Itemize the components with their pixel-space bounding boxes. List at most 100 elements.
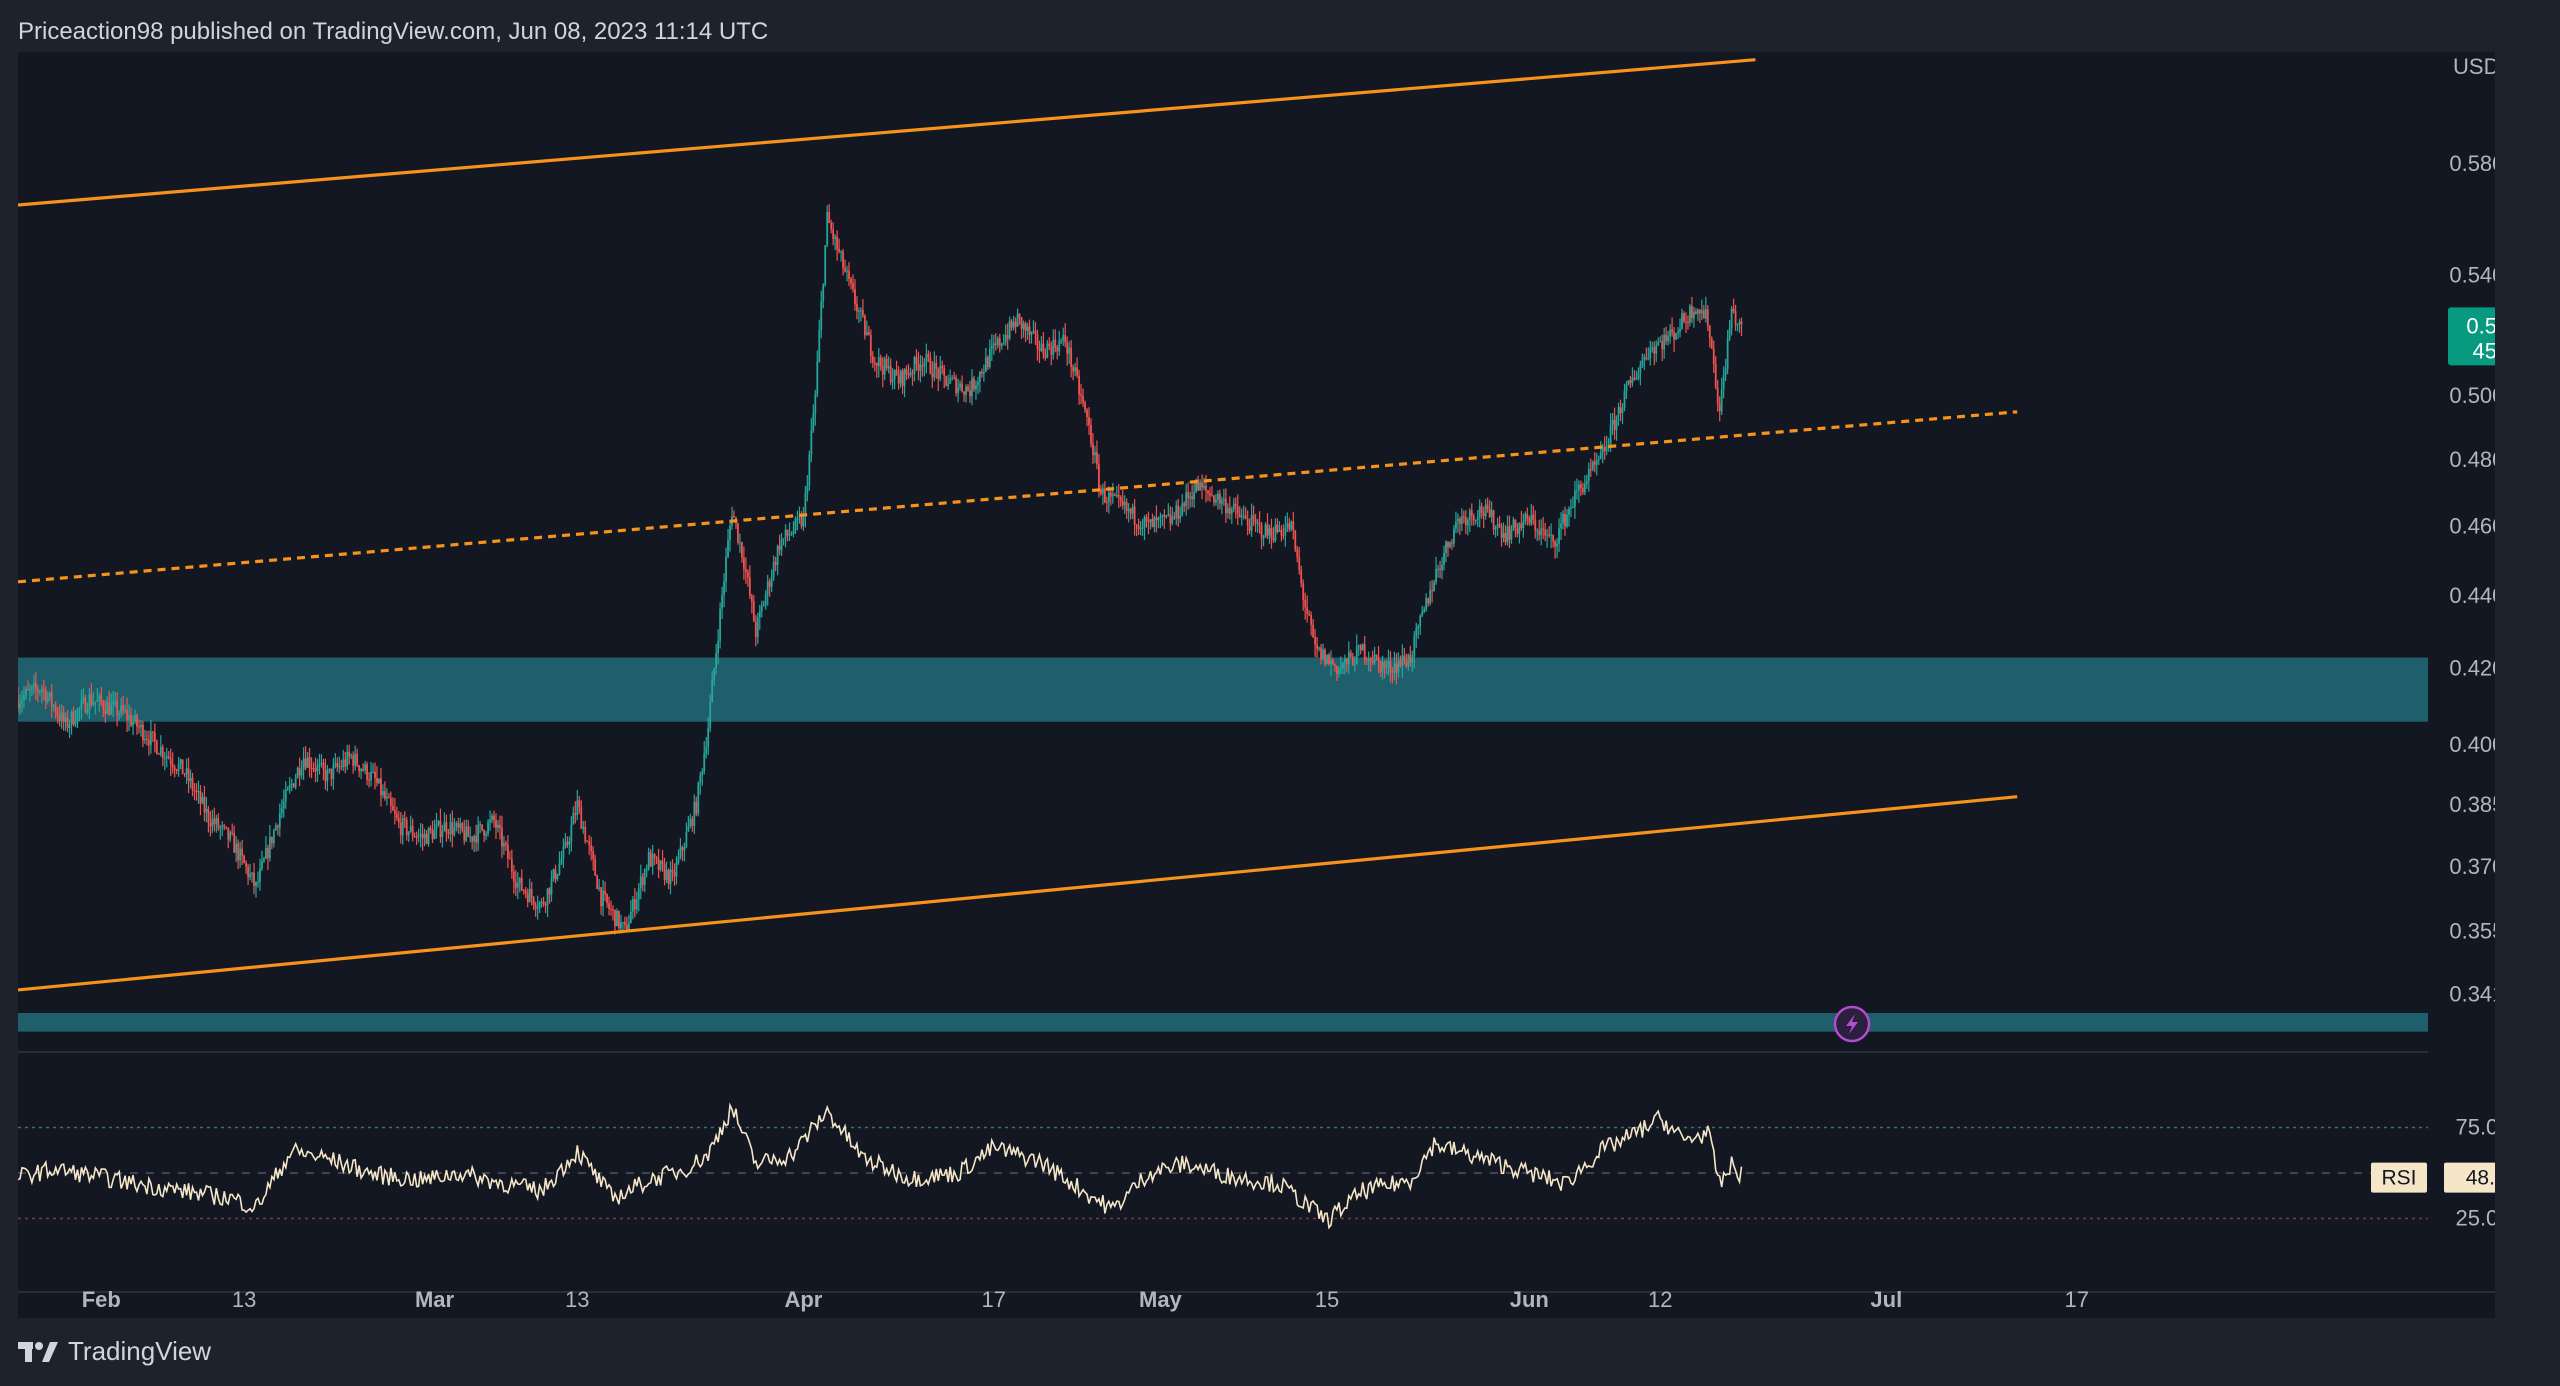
candle xyxy=(34,671,37,701)
channel-lower-line[interactable] xyxy=(18,795,2018,992)
candle xyxy=(18,687,19,712)
candle xyxy=(752,595,755,622)
candle xyxy=(1332,657,1334,666)
candle xyxy=(1538,519,1541,541)
candle xyxy=(1002,334,1005,346)
time-axis[interactable]: Feb 13 Mar 13 Apr 17 May 15 Jun 12 Jul 17 xyxy=(18,1287,2495,1312)
candle xyxy=(580,800,583,829)
candle xyxy=(1615,415,1618,441)
candle xyxy=(1082,388,1084,408)
price-axis[interactable]: USDT 0.5800 0.5400 0.5000 0.4800 0.4600 0.4400… xyxy=(2449,54,2495,1007)
candle xyxy=(1143,515,1146,541)
candle xyxy=(104,700,107,723)
candle xyxy=(76,707,79,729)
candle xyxy=(64,712,67,731)
candle xyxy=(348,744,351,765)
candle xyxy=(185,758,188,784)
candle xyxy=(387,793,390,799)
candle xyxy=(707,716,710,756)
candle xyxy=(1724,358,1727,382)
candle xyxy=(903,367,906,398)
rsi-line xyxy=(18,1102,1743,1230)
chart-frame[interactable]: USDT 0.5800 0.5400 0.5000 0.4800 0.4600 0.4400… xyxy=(18,52,2495,1318)
candle xyxy=(425,830,428,845)
candle xyxy=(721,586,723,620)
alert-marker[interactable] xyxy=(1833,1005,1871,1043)
candle xyxy=(1264,522,1267,538)
candle xyxy=(405,817,408,841)
candle xyxy=(1401,644,1404,679)
candle xyxy=(142,720,144,748)
candle xyxy=(203,785,206,822)
candle xyxy=(114,691,117,708)
candle xyxy=(518,877,521,893)
candle xyxy=(441,824,444,848)
candle xyxy=(1579,480,1582,496)
candle xyxy=(992,334,995,355)
channel-upper-line[interactable] xyxy=(18,58,1756,207)
candle xyxy=(1101,483,1104,505)
rsi-pane[interactable]: 75.00 25.00 RSI 48.01 xyxy=(18,1051,2495,1231)
candle xyxy=(80,689,83,720)
candle xyxy=(257,871,259,888)
tradingview-logo[interactable]: TradingView xyxy=(18,1336,211,1367)
candle xyxy=(850,276,852,290)
candle xyxy=(1294,529,1297,553)
candle xyxy=(1044,348,1047,361)
candle xyxy=(1131,503,1134,520)
candle xyxy=(136,713,138,735)
candle xyxy=(1728,320,1731,342)
candle xyxy=(1698,309,1701,323)
candle xyxy=(588,834,591,856)
price-chart[interactable]: USDT 0.5800 0.5400 0.5000 0.4800 0.4600 0.4400… xyxy=(18,52,2495,1318)
candle xyxy=(1034,322,1037,345)
candle xyxy=(350,753,353,760)
candle xyxy=(653,853,656,866)
candle xyxy=(1419,614,1422,635)
candle xyxy=(627,914,630,932)
candle xyxy=(766,574,769,606)
candle xyxy=(681,845,684,862)
candle xyxy=(272,828,275,848)
candle xyxy=(1385,659,1388,675)
candle xyxy=(806,475,809,502)
candle xyxy=(1506,515,1509,546)
candle xyxy=(1564,506,1566,536)
price-tick-label: 0.4200 xyxy=(2449,656,2495,681)
candle xyxy=(1700,299,1703,321)
candle xyxy=(717,629,720,665)
candle xyxy=(401,814,404,845)
candle xyxy=(550,870,553,902)
candle xyxy=(1478,499,1481,528)
candle xyxy=(570,816,573,852)
candle xyxy=(112,691,115,718)
candle xyxy=(364,760,366,775)
candle xyxy=(661,850,664,872)
candle xyxy=(233,825,236,853)
candle xyxy=(304,746,307,771)
candle xyxy=(1242,505,1245,520)
candle xyxy=(1494,525,1497,538)
candle xyxy=(1411,650,1414,673)
candle xyxy=(572,806,575,825)
candle xyxy=(1094,445,1096,464)
candle xyxy=(146,730,148,746)
candle xyxy=(316,758,319,783)
candle xyxy=(965,384,967,403)
support-zone-0 xyxy=(18,657,2428,722)
candle xyxy=(46,691,49,705)
candle xyxy=(42,679,45,701)
candle xyxy=(219,824,222,840)
candle xyxy=(25,686,27,700)
candle xyxy=(179,758,182,770)
candle xyxy=(830,219,833,234)
time-tick-label: 13 xyxy=(565,1287,589,1312)
candle xyxy=(1669,323,1672,344)
candle xyxy=(977,376,979,395)
candle xyxy=(645,864,648,878)
candle xyxy=(1016,308,1019,327)
candle xyxy=(1453,524,1455,548)
channel-mid-line[interactable] xyxy=(18,410,2018,584)
candle xyxy=(1177,498,1180,527)
candle xyxy=(1052,329,1055,360)
